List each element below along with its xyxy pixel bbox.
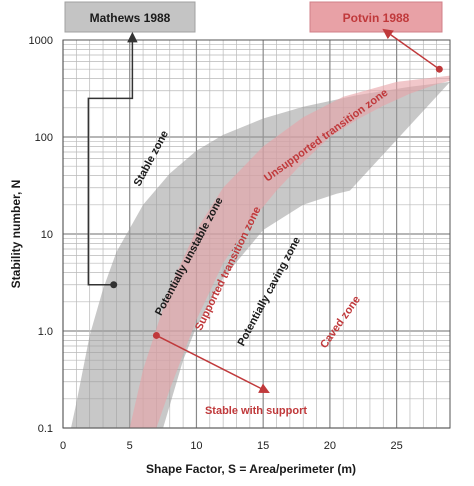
axes bbox=[62, 39, 451, 429]
zone-bands bbox=[71, 75, 450, 429]
y-tick-label: 0.1 bbox=[38, 423, 53, 435]
y-tick-label: 1.0 bbox=[38, 326, 53, 338]
stable-with-support-label: Stable with support bbox=[205, 405, 307, 417]
plot-frame bbox=[62, 39, 451, 429]
x-tick-label: 25 bbox=[390, 440, 402, 452]
stable-support-arrow bbox=[156, 334, 270, 393]
x-tick-label: 10 bbox=[190, 440, 202, 452]
x-tick-label: 20 bbox=[324, 440, 336, 452]
y-tick-label: 1000 bbox=[29, 35, 53, 47]
legend-potvin-box bbox=[309, 1, 443, 33]
mathews-leader-arrow bbox=[87, 31, 138, 286]
x-tick-label: 15 bbox=[257, 440, 269, 452]
axis-titles: Shape Factor, S = Area/perimeter (m) Stab… bbox=[9, 180, 356, 476]
y-tick-label: 100 bbox=[35, 132, 53, 144]
legend-potvin-label: Potvin 1988 bbox=[343, 11, 410, 25]
y-axis-title: Stability number, N bbox=[9, 180, 23, 289]
legend: Mathews 1988 Potvin 1988 bbox=[64, 1, 443, 33]
x-tick-label: 5 bbox=[127, 440, 133, 452]
x-tick-label: 0 bbox=[60, 440, 66, 452]
stable-support-dot bbox=[152, 331, 160, 339]
x-axis-title: Shape Factor, S = Area/perimeter (m) bbox=[146, 462, 356, 476]
potvin-leader-arrow bbox=[382, 28, 440, 70]
y-tick-label: 10 bbox=[41, 229, 53, 241]
mathews-leader-dot bbox=[110, 281, 118, 289]
legend-mathews-label: Mathews 1988 bbox=[90, 11, 171, 25]
potvin-leader-dot bbox=[435, 65, 443, 73]
tick-labels: 0 5 10 15 20 25 0.1 1.0 10 100 1000 bbox=[29, 35, 403, 452]
potvin-band bbox=[129, 75, 450, 428]
